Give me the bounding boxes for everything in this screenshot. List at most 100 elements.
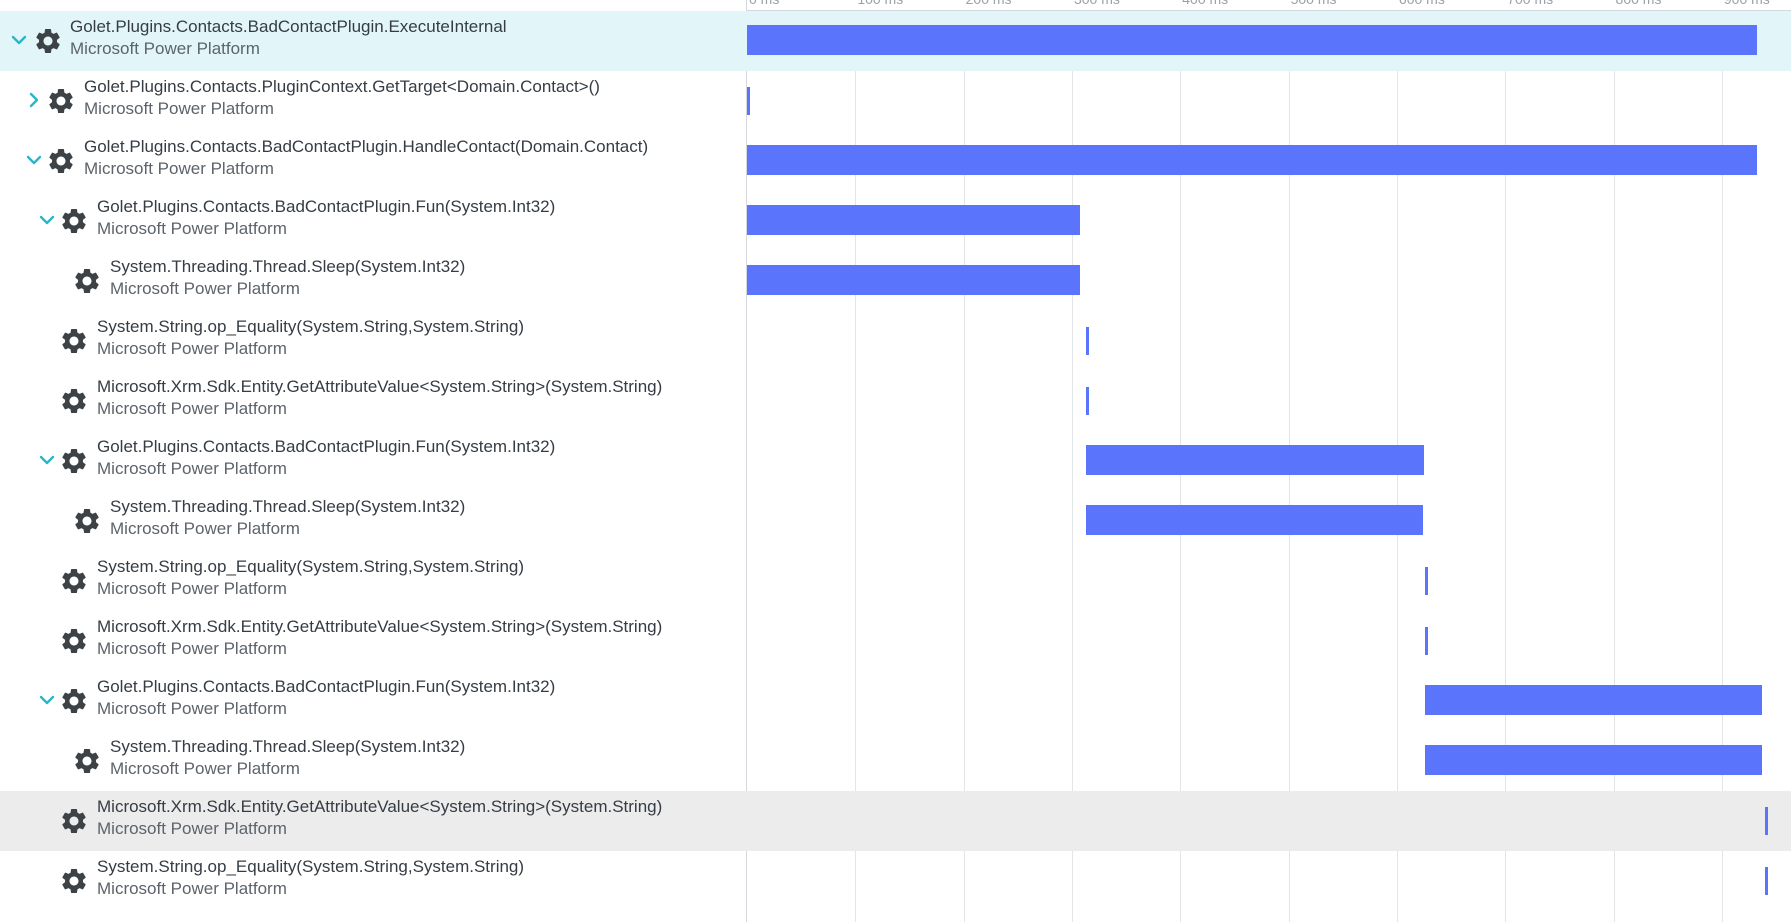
duration-bar[interactable] — [1765, 867, 1769, 895]
chevron-down-icon[interactable] — [37, 450, 57, 470]
row-bar-cell — [747, 311, 1791, 371]
trace-row-1[interactable]: Golet.Plugins.Contacts.BadContactPlugin.… — [0, 11, 1791, 71]
row-label-cell: System.String.op_Equality(System.String,… — [0, 551, 746, 611]
method-name: Golet.Plugins.Contacts.BadContactPlugin.… — [70, 17, 507, 36]
trace-row-11[interactable]: Microsoft.Xrm.Sdk.Entity.GetAttributeVal… — [0, 611, 1791, 671]
trace-row-15[interactable]: System.String.op_Equality(System.String,… — [0, 851, 1791, 911]
column-divider[interactable] — [746, 0, 747, 922]
chevron-down-icon[interactable] — [9, 30, 29, 50]
source-name: Microsoft Power Platform — [97, 879, 287, 898]
gear-icon — [46, 146, 76, 176]
row-text: Microsoft.Xrm.Sdk.Entity.GetAttributeVal… — [97, 796, 662, 840]
source-name: Microsoft Power Platform — [97, 639, 287, 658]
duration-bar[interactable] — [1425, 685, 1762, 715]
gear-icon — [59, 626, 89, 656]
row-text: System.String.op_Equality(System.String,… — [97, 556, 524, 600]
method-name: Microsoft.Xrm.Sdk.Entity.GetAttributeVal… — [97, 797, 663, 816]
row-label-cell: Golet.Plugins.Contacts.BadContactPlugin.… — [0, 11, 746, 71]
method-name: System.String.op_Equality(System.String,… — [97, 557, 525, 576]
row-text: Golet.Plugins.Contacts.PluginContext.Get… — [84, 76, 600, 120]
gear-icon — [59, 326, 89, 356]
row-label-cell: Microsoft.Xrm.Sdk.Entity.GetAttributeVal… — [0, 611, 746, 671]
duration-bar[interactable] — [747, 205, 1080, 235]
trace-row-10[interactable]: System.String.op_Equality(System.String,… — [0, 551, 1791, 611]
source-name: Microsoft Power Platform — [70, 39, 260, 58]
duration-bar[interactable] — [747, 87, 751, 115]
duration-bar[interactable] — [1086, 387, 1090, 415]
row-bar-cell — [747, 731, 1791, 791]
source-name: Microsoft Power Platform — [110, 279, 300, 298]
row-text: Golet.Plugins.Contacts.BadContactPlugin.… — [97, 676, 555, 720]
duration-bar[interactable] — [1765, 807, 1769, 835]
row-text: Golet.Plugins.Contacts.BadContactPlugin.… — [84, 136, 648, 180]
gridline — [1505, 11, 1507, 922]
row-label-cell: Golet.Plugins.Contacts.BadContactPlugin.… — [0, 671, 746, 731]
trace-row-14[interactable]: Microsoft.Xrm.Sdk.Entity.GetAttributeVal… — [0, 791, 1791, 851]
chevron-down-icon[interactable] — [37, 210, 57, 230]
row-bar-cell — [747, 371, 1791, 431]
row-bar-cell — [747, 11, 1791, 71]
duration-bar[interactable] — [1425, 745, 1762, 775]
gear-icon — [72, 746, 102, 776]
row-text: System.Threading.Thread.Sleep(System.Int… — [110, 256, 465, 300]
trace-row-9[interactable]: System.Threading.Thread.Sleep(System.Int… — [0, 491, 1791, 551]
duration-bar[interactable] — [1425, 627, 1429, 655]
method-name: Microsoft.Xrm.Sdk.Entity.GetAttributeVal… — [97, 377, 663, 396]
gear-icon — [59, 686, 89, 716]
row-text: Microsoft.Xrm.Sdk.Entity.GetAttributeVal… — [97, 616, 662, 660]
axis-tick-label: 100 ms — [857, 0, 903, 7]
row-text: Microsoft.Xrm.Sdk.Entity.GetAttributeVal… — [97, 376, 662, 420]
gear-icon — [72, 266, 102, 296]
row-label-cell: Golet.Plugins.Contacts.BadContactPlugin.… — [0, 191, 746, 251]
row-text: System.String.op_Equality(System.String,… — [97, 856, 524, 900]
method-name: Golet.Plugins.Contacts.BadContactPlugin.… — [84, 137, 649, 156]
row-bar-cell — [747, 671, 1791, 731]
trace-row-8[interactable]: Golet.Plugins.Contacts.BadContactPlugin.… — [0, 431, 1791, 491]
duration-bar[interactable] — [1086, 327, 1090, 355]
chevron-down-icon[interactable] — [37, 690, 57, 710]
source-name: Microsoft Power Platform — [110, 519, 300, 538]
axis-tick-label: 200 ms — [966, 0, 1012, 7]
axis-tick-label: 900 ms — [1724, 0, 1770, 7]
row-label-cell: System.Threading.Thread.Sleep(System.Int… — [0, 731, 746, 791]
chevron-right-icon[interactable] — [24, 90, 44, 110]
source-name: Microsoft Power Platform — [97, 219, 287, 238]
row-text: System.Threading.Thread.Sleep(System.Int… — [110, 496, 465, 540]
row-label-cell: Golet.Plugins.Contacts.PluginContext.Get… — [0, 71, 746, 131]
method-name: System.String.op_Equality(System.String,… — [97, 857, 525, 876]
row-bar-cell — [747, 191, 1791, 251]
trace-row-7[interactable]: Microsoft.Xrm.Sdk.Entity.GetAttributeVal… — [0, 371, 1791, 431]
time-axis: 0 ms 100 ms 200 ms 300 ms 400 ms 500 ms 600 ms… — [747, 0, 1791, 11]
method-name: Golet.Plugins.Contacts.BadContactPlugin.… — [97, 437, 556, 456]
trace-row-6[interactable]: System.String.op_Equality(System.String,… — [0, 311, 1791, 371]
duration-bar[interactable] — [747, 145, 1757, 175]
gridline — [855, 11, 857, 922]
trace-row-4[interactable]: Golet.Plugins.Contacts.BadContactPlugin.… — [0, 191, 1791, 251]
axis-tick-label: 0 ms — [749, 0, 779, 7]
trace-row-5[interactable]: System.Threading.Thread.Sleep(System.Int… — [0, 251, 1791, 311]
method-name: System.Threading.Thread.Sleep(System.Int… — [110, 257, 466, 276]
chevron-down-icon[interactable] — [24, 150, 44, 170]
duration-bar[interactable] — [1086, 445, 1424, 475]
trace-row-2[interactable]: Golet.Plugins.Contacts.PluginContext.Get… — [0, 71, 1791, 131]
row-bar-cell — [747, 131, 1791, 191]
row-bar-cell — [747, 851, 1791, 911]
method-name: System.Threading.Thread.Sleep(System.Int… — [110, 737, 466, 756]
axis-tick-label: 400 ms — [1182, 0, 1228, 7]
duration-bar[interactable] — [1425, 567, 1429, 595]
duration-bar[interactable] — [747, 265, 1080, 295]
source-name: Microsoft Power Platform — [84, 159, 274, 178]
duration-bar[interactable] — [1086, 505, 1423, 535]
row-text: Golet.Plugins.Contacts.BadContactPlugin.… — [97, 196, 555, 240]
trace-row-13[interactable]: System.Threading.Thread.Sleep(System.Int… — [0, 731, 1791, 791]
source-name: Microsoft Power Platform — [97, 339, 287, 358]
trace-row-12[interactable]: Golet.Plugins.Contacts.BadContactPlugin.… — [0, 671, 1791, 731]
gridline — [1071, 11, 1073, 922]
row-bar-cell — [747, 791, 1791, 851]
row-bar-cell — [747, 551, 1791, 611]
trace-row-3[interactable]: Golet.Plugins.Contacts.BadContactPlugin.… — [0, 131, 1791, 191]
row-label-cell: System.Threading.Thread.Sleep(System.Int… — [0, 251, 746, 311]
source-name: Microsoft Power Platform — [97, 459, 287, 478]
duration-bar[interactable] — [747, 25, 1757, 55]
